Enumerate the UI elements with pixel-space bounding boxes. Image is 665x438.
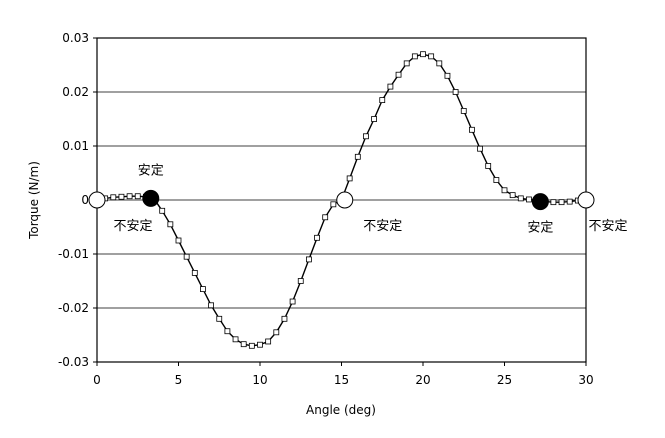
data-point-marker <box>363 133 369 140</box>
data-point-marker <box>485 163 492 169</box>
stable-label: 安定 <box>527 221 553 236</box>
data-point-marker <box>216 315 223 322</box>
data-point-marker <box>558 199 565 206</box>
stable-equilibrium-point <box>142 189 160 207</box>
data-point-marker <box>134 193 141 200</box>
x-tick-label: 30 <box>578 373 593 387</box>
data-point-marker <box>526 196 532 203</box>
y-tick-label: 0.03 <box>62 31 89 45</box>
data-point-marker <box>493 177 500 183</box>
x-tick-label: 10 <box>252 373 267 387</box>
y-tick-label: -0.03 <box>58 355 89 369</box>
data-point-marker <box>183 253 190 260</box>
unstable-equilibrium-point <box>336 191 354 209</box>
data-point-marker <box>281 315 288 322</box>
y-tick-label: -0.02 <box>58 301 89 315</box>
data-point-marker <box>330 201 337 208</box>
data-point-marker <box>428 53 435 60</box>
data-point-marker <box>501 187 508 194</box>
stable-label: 安定 <box>138 163 164 178</box>
data-point-marker <box>110 194 117 201</box>
unstable-label: 不安定 <box>363 219 402 234</box>
y-tick-label: -0.01 <box>58 247 89 261</box>
data-point-marker <box>444 72 451 79</box>
x-tick-label: 20 <box>415 373 430 387</box>
data-point-marker <box>289 298 296 305</box>
data-point-marker <box>167 221 174 228</box>
unstable-label: 不安定 <box>588 219 627 234</box>
data-point-marker <box>297 278 304 284</box>
equilibrium-points <box>88 189 595 211</box>
unstable-equilibrium-point <box>577 191 595 209</box>
data-point-marker <box>232 336 239 343</box>
data-point-marker <box>379 97 386 103</box>
data-point-marker <box>387 83 394 90</box>
data-point-marker <box>411 53 418 60</box>
y-tick-labels: 0.03 0.02 0.01 0 -0.01 -0.02 -0.03 <box>58 31 89 369</box>
x-tick-label: 25 <box>497 373 512 387</box>
data-point-marker <box>566 198 573 205</box>
x-tick-labels: 0 5 10 15 20 25 30 <box>93 373 593 387</box>
stable-equilibrium-point <box>531 193 549 211</box>
data-point-marker <box>118 193 125 200</box>
data-point-marker <box>248 342 255 349</box>
data-point-marker <box>159 207 166 214</box>
data-point-marker <box>314 234 320 241</box>
data-point-marker <box>395 71 402 78</box>
y-tick-label: 0 <box>81 193 89 207</box>
y-tick-label: 0.02 <box>62 85 89 99</box>
data-point-marker <box>273 329 280 336</box>
data-point-marker <box>240 341 247 348</box>
data-point-marker <box>322 214 329 221</box>
x-tick-label: 15 <box>334 373 349 387</box>
data-point-marker <box>550 199 557 206</box>
data-point-marker <box>403 60 410 67</box>
data-point-marker <box>224 328 231 335</box>
data-point-marker <box>517 195 524 202</box>
data-point-marker <box>257 341 263 348</box>
data-point-marker <box>354 153 361 160</box>
data-point-marker <box>420 51 426 58</box>
data-point-marker <box>468 126 475 133</box>
data-point-marker <box>509 192 516 199</box>
x-tick-label: 5 <box>175 373 183 387</box>
data-point-marker <box>371 116 378 122</box>
data-point-marker <box>208 302 215 309</box>
y-axis-title: Torque (N/m) <box>27 161 41 240</box>
unstable-label: 不安定 <box>113 219 152 234</box>
data-point-marker <box>346 175 353 182</box>
x-axis-title: Angle (deg) <box>306 403 376 417</box>
data-point-marker <box>175 237 182 244</box>
data-point-marker <box>436 60 443 67</box>
data-point-marker <box>305 256 312 263</box>
unstable-equilibrium-point <box>88 191 106 209</box>
data-point-marker <box>191 269 198 276</box>
data-point-marker <box>460 108 467 114</box>
data-point-marker <box>477 145 483 152</box>
data-point-marker <box>452 89 459 95</box>
y-tick-label: 0.01 <box>62 139 89 153</box>
data-point-marker <box>126 193 133 200</box>
data-point-marker <box>200 286 206 293</box>
data-point-marker <box>265 338 272 345</box>
x-tick-label: 0 <box>93 373 101 387</box>
